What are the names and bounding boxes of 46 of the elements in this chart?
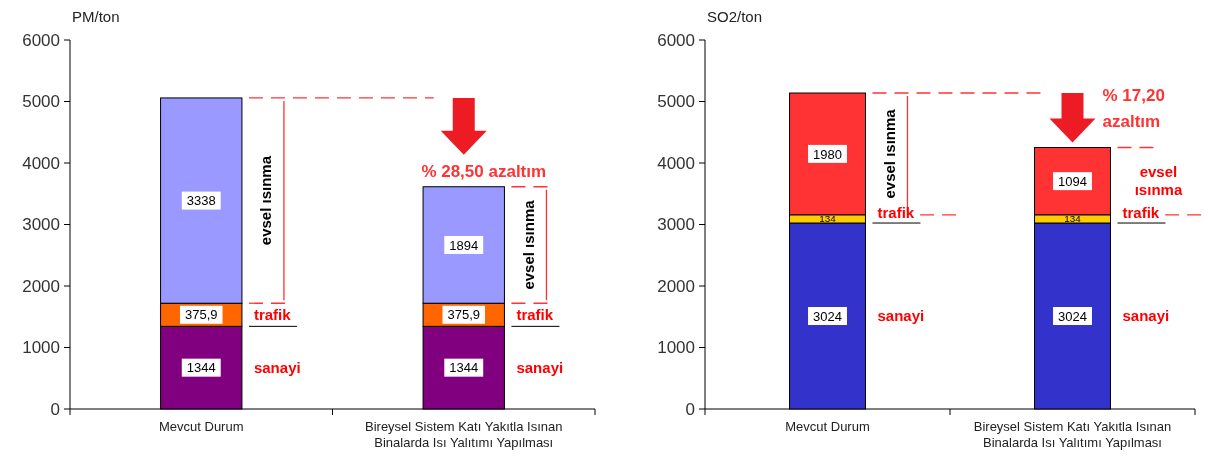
data-label: 375,9 <box>184 307 218 323</box>
y-axis-title: SO2/ton <box>707 8 763 25</box>
x-tick-label: Mevcut Durum <box>158 419 244 434</box>
text: sanayi <box>1122 307 1170 325</box>
y-tick-label: 1000 <box>22 338 60 358</box>
series-label: trafik <box>253 305 292 323</box>
series-label: sanayi <box>253 358 301 376</box>
text: trafik <box>516 305 554 323</box>
y-tick-label: 0 <box>50 399 60 419</box>
data-label: 3024 <box>1058 308 1087 324</box>
y-tick-label: 5000 <box>657 92 695 112</box>
y-tick-label: 0 <box>685 399 695 419</box>
data-label: 1094 <box>1058 173 1087 189</box>
y-tick-label: 2000 <box>22 276 60 296</box>
x-tick-label: Bireysel Sistem Katı Yakıtla Isınan Binalarda Isı Yalıtımı Yapılması <box>973 419 1172 450</box>
data-label: 3338 <box>186 193 216 209</box>
x-tick-label: Bireysel Sistem Katı Yakıtla Isınan Binalarda Isı Yalıtımı Yapılması <box>365 419 563 450</box>
y-tick-label: 4000 <box>657 153 695 173</box>
text: evsel ısınma <box>519 200 537 290</box>
y-tick-label: 2000 <box>657 276 695 296</box>
text: trafik <box>1122 204 1160 222</box>
data-label: 1344 <box>186 360 216 376</box>
y-tick-label: 4000 <box>22 153 60 173</box>
text: evsel ısınma <box>1134 163 1183 199</box>
series-label: sanayi <box>877 307 925 325</box>
y-tick-label: 1000 <box>657 338 695 358</box>
y-tick-label: 5000 <box>22 92 60 112</box>
series-label: trafik <box>877 204 915 222</box>
data-label: 3024 <box>813 308 842 324</box>
annotation: % 17,20 azaltım <box>1102 86 1165 132</box>
data-label: 1980 <box>813 146 842 162</box>
data-label: 1344 <box>449 360 479 376</box>
data-label: 134 <box>819 213 837 225</box>
data-label: 134 <box>1064 213 1082 225</box>
x-tick-label: Mevcut Durum <box>785 419 870 434</box>
y-axis-title: PM/ton <box>72 8 120 25</box>
y-tick-label: 3000 <box>657 215 695 235</box>
data-label: 1894 <box>449 237 479 253</box>
annotation: % 28,50 azaltım <box>421 161 547 181</box>
y-tick-label: 6000 <box>22 30 60 50</box>
y-tick-label: 3000 <box>22 215 60 235</box>
data-label: 375,9 <box>447 307 481 323</box>
y-tick-label: 6000 <box>657 30 695 50</box>
text: evsel ısınma <box>880 108 898 199</box>
text: sanayi <box>516 358 564 376</box>
text: evsel ısınma <box>257 155 275 246</box>
